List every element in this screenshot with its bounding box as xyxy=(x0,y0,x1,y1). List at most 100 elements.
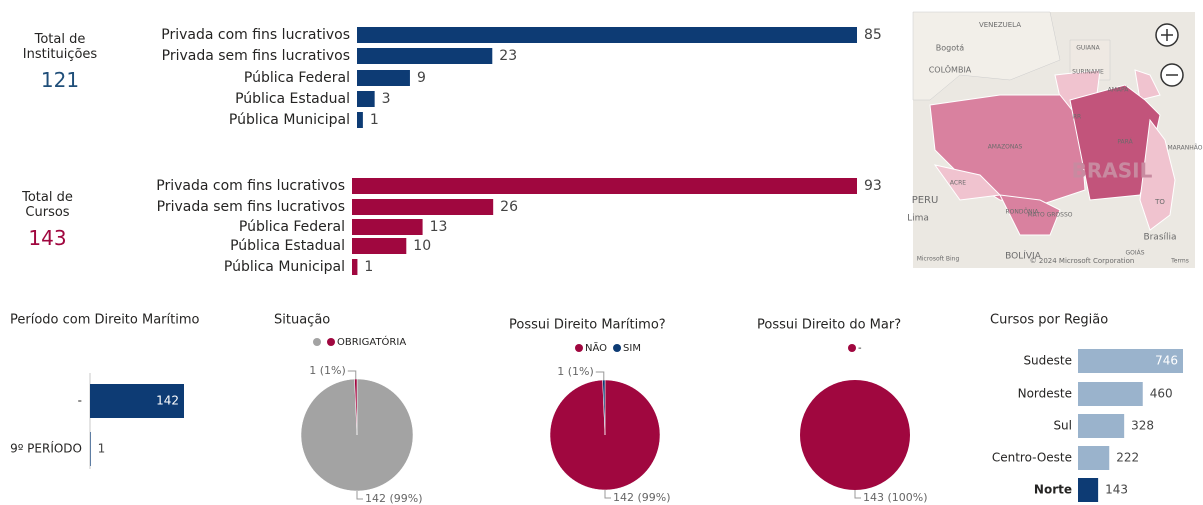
legend-label: SIM xyxy=(623,343,641,354)
category-label: Privada com fins lucrativos xyxy=(156,178,345,194)
value-label: 93 xyxy=(864,178,882,194)
map-label: PERU xyxy=(912,195,939,206)
chart-title: Cursos por Região xyxy=(990,313,1108,328)
value-label: 9 xyxy=(417,70,426,86)
map-label: BOLÍVIA xyxy=(1005,250,1042,262)
value-label: 13 xyxy=(430,219,448,235)
category-label: Sul xyxy=(1053,419,1072,433)
bar xyxy=(1078,414,1125,438)
category-label: Sudeste xyxy=(1023,354,1072,368)
kpi-card: Total de Cursos 143 xyxy=(5,190,90,250)
value-label: 10 xyxy=(413,238,431,254)
map-label: Brasília xyxy=(1143,233,1176,243)
bar xyxy=(352,259,358,275)
kpi-value: 121 xyxy=(40,68,80,92)
category-label: Nordeste xyxy=(1018,387,1072,401)
category-label: Pública Municipal xyxy=(229,112,350,128)
value-label: 746 xyxy=(1155,354,1178,368)
map-label: RR xyxy=(1073,114,1081,121)
value-label: 142 (99%) xyxy=(613,491,671,504)
map-label: RONDÔNIA xyxy=(1005,209,1039,216)
bar xyxy=(357,48,493,64)
bar xyxy=(357,70,410,86)
map-label: PARÁ xyxy=(1117,139,1133,146)
legend-marker xyxy=(327,338,335,346)
map-label: SURINAME xyxy=(1072,69,1104,76)
leader-line xyxy=(347,370,357,380)
value-label: 460 xyxy=(1150,387,1173,401)
leader-line xyxy=(356,491,363,500)
kpi-label: Total de Instituições xyxy=(22,32,98,62)
map-label: © 2024 Microsoft Corporation xyxy=(1030,257,1135,265)
map-region xyxy=(1134,69,1161,101)
value-label: 143 (100%) xyxy=(863,491,928,504)
map-label: ACRE xyxy=(950,180,966,187)
category-label: Pública Federal xyxy=(239,219,345,235)
category-label: 9º PERÍODO xyxy=(10,441,82,456)
kpi-label: Total de Cursos xyxy=(22,190,73,220)
map-label: Bogotá xyxy=(936,44,964,53)
legend-marker xyxy=(575,344,583,352)
value-label: 328 xyxy=(1131,419,1154,433)
value-label: 222 xyxy=(1116,451,1139,465)
pie-slice xyxy=(800,380,910,490)
map-land xyxy=(912,11,1061,101)
zoom-in-icon xyxy=(1161,29,1173,41)
map-label: Microsoft Bing xyxy=(917,256,960,263)
chart-title: Possui Direito Marítimo? xyxy=(509,318,666,333)
legend-marker xyxy=(313,338,321,346)
value-label: 1 (1%) xyxy=(557,365,594,378)
bar xyxy=(90,384,184,418)
value-label: 85 xyxy=(864,27,882,43)
map-label: BRASIL xyxy=(1072,159,1153,183)
category-label: Norte xyxy=(1034,483,1072,497)
leader-line xyxy=(595,371,605,381)
chart-title: Possui Direito do Mar? xyxy=(757,318,901,333)
bar xyxy=(1078,478,1099,502)
map-label: VENEZUELA xyxy=(979,21,1021,29)
map-label: Terms xyxy=(1170,258,1189,265)
category-label: Pública Estadual xyxy=(235,91,350,107)
bar xyxy=(352,178,857,194)
value-label: 142 xyxy=(156,394,179,408)
bar xyxy=(357,27,857,43)
category-label: Centro-Oeste xyxy=(992,451,1072,465)
leader-line xyxy=(854,490,861,499)
bar xyxy=(352,199,494,215)
map-label: MATO GROSSO xyxy=(1028,212,1073,219)
leader-line xyxy=(604,490,611,499)
category-label: Pública Estadual xyxy=(230,238,345,254)
category-label: Privada sem fins lucrativos xyxy=(157,199,345,215)
kpi-card: Total de Instituições 121 xyxy=(10,32,110,92)
map-label: COLÔMBIA xyxy=(929,64,972,75)
bar xyxy=(1078,446,1110,470)
map-region xyxy=(1139,118,1176,231)
kpi-value: 143 xyxy=(28,226,67,250)
bar xyxy=(352,219,423,235)
value-label: 3 xyxy=(382,91,391,107)
map-label: AMAZONAS xyxy=(988,144,1023,151)
legend-marker xyxy=(613,344,622,352)
category-label: Pública Municipal xyxy=(224,259,345,275)
map-label: AMAPÁ xyxy=(1108,87,1130,94)
legend-marker xyxy=(848,344,856,352)
bar xyxy=(357,91,375,107)
map-label: Lima xyxy=(907,214,929,224)
legend-label: NÃO xyxy=(585,341,607,354)
value-label: 23 xyxy=(499,48,517,64)
value-label: 143 xyxy=(1105,483,1128,497)
value-label: 1 xyxy=(370,112,379,128)
map xyxy=(912,11,1195,268)
chart-title: Situação xyxy=(274,313,330,328)
map-label: MARANHÃO xyxy=(1167,145,1202,152)
chart-title: Período com Direito Marítimo xyxy=(10,313,200,328)
category-label: - xyxy=(78,394,82,408)
value-label: 1 xyxy=(364,259,373,275)
bar xyxy=(352,238,407,254)
legend-label: OBRIGATÓRIA xyxy=(337,335,406,348)
bar xyxy=(357,112,363,128)
category-label: Privada com fins lucrativos xyxy=(161,27,350,43)
value-label: 142 (99%) xyxy=(365,492,423,505)
